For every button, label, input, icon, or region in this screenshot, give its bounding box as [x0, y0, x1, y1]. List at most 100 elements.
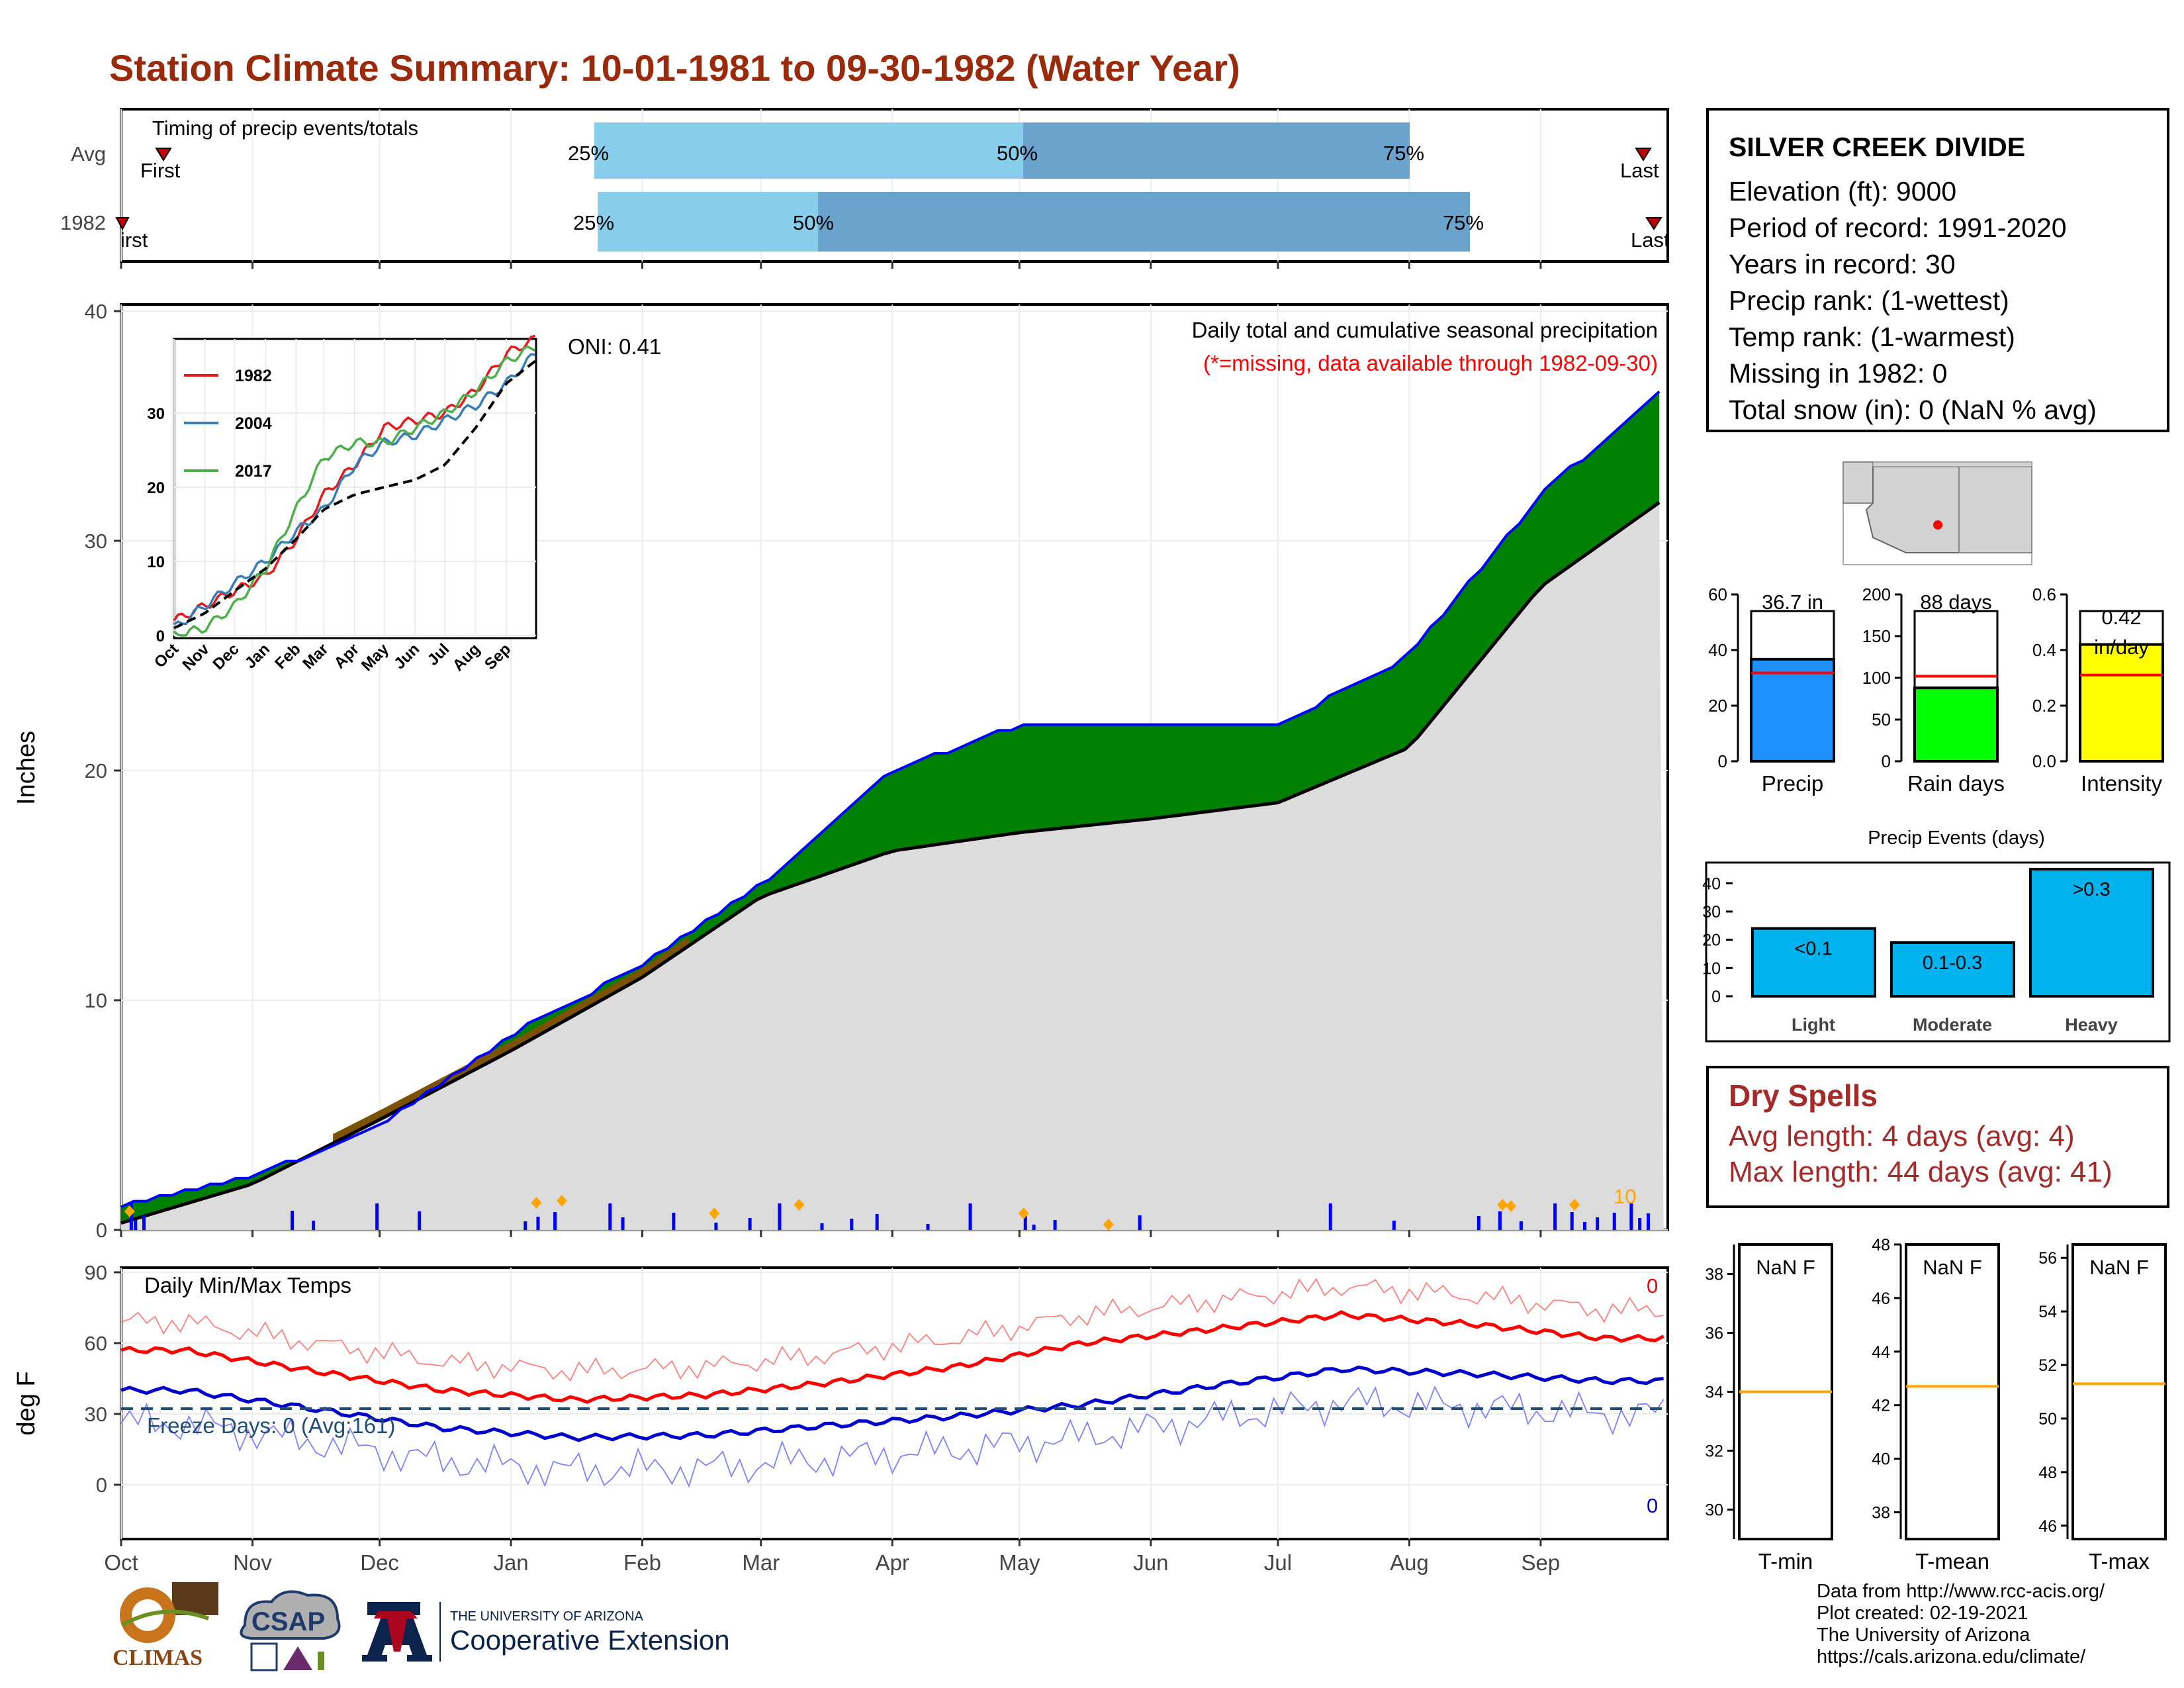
summary-ytick: 0.2	[2032, 696, 2056, 716]
month-tick: Jul	[1264, 1550, 1292, 1575]
summary-ytick: 150	[1862, 626, 1891, 646]
events-bar	[1890, 941, 2015, 998]
avg-max-line	[120, 1310, 1664, 1404]
temp-count-bottom: 0	[1647, 1494, 1658, 1517]
events-ytick: 10	[1702, 959, 1721, 978]
precip-ylabel: Inches	[13, 731, 40, 805]
temp-box-ytick: 48	[2038, 1464, 2057, 1482]
footer-line: Data from http://www.rcc-acis.org/	[1817, 1581, 2105, 1602]
yr-first-marker	[115, 217, 130, 231]
temperature-rank-boxes: 30 32 34 36 38 NaN F T-min 38 40 42 44 46 48 NaN F T-m…	[1705, 1236, 2167, 1573]
precip-ytick: 0	[96, 1219, 107, 1242]
daily-precip-bar	[1553, 1203, 1557, 1230]
yr-first-label: First	[108, 228, 148, 252]
temp-ylabel: deg F	[13, 1371, 40, 1435]
station-temp-rank: Temp rank: (1-warmest)	[1729, 322, 2015, 352]
temp-box-ytick: 40	[1872, 1450, 1890, 1469]
snow-marker	[1497, 1199, 1508, 1211]
avg-q25-label: 25%	[568, 142, 609, 165]
events-bar-label: Light	[1792, 1015, 1835, 1035]
daily-max-line	[120, 1278, 1664, 1382]
summary-value-label: 36.7 in	[1762, 590, 1823, 614]
freeze-days: Freeze Days: 0 (Avg:161)	[147, 1413, 395, 1438]
temp-box-value: NaN F	[1923, 1256, 1982, 1279]
events-title: Precip Events (days)	[1868, 827, 2045, 849]
daily-precip-bar	[1612, 1213, 1616, 1230]
temp-box-ytick: 46	[2038, 1517, 2057, 1536]
timing-panel: Timing of precip events/totals Avg 1982 …	[60, 108, 1669, 263]
daily-precip-bar	[418, 1211, 422, 1230]
summary-ytick: 0	[1882, 751, 1891, 771]
summary-ytick: 40	[1708, 640, 1727, 660]
inset-average-line	[173, 360, 536, 630]
daily-precip-bar	[672, 1213, 676, 1230]
daily-precip-bar	[1519, 1221, 1523, 1230]
events-ytick: 20	[1702, 931, 1721, 950]
avg-q75-label: 75%	[1383, 142, 1424, 165]
events-bar-text: >0.3	[2072, 879, 2110, 900]
summary-bar	[2079, 643, 2164, 763]
month-tick: Oct	[104, 1550, 138, 1575]
ua-cooperative-extension-logo: THE UNIVERSITY OF ARIZONA Cooperative Ex…	[362, 1602, 730, 1662]
footer-line: https://cals.arizona.edu/climate/	[1817, 1646, 2086, 1667]
summary-ytick: 0.6	[2032, 585, 2056, 604]
yr-last-marker	[1645, 217, 1662, 230]
summary-bar-label: Rain days	[1907, 771, 2005, 796]
daily-precip-bar	[553, 1212, 557, 1230]
daily-precip-bar	[1032, 1225, 1036, 1230]
station-elevation: Elevation (ft): 9000	[1729, 176, 1957, 207]
daily-precip-bar	[778, 1203, 782, 1230]
summary-ytick: 0.0	[2032, 751, 2056, 771]
daily-precip-bar	[523, 1221, 527, 1230]
temp-box-ytick: 46	[1872, 1289, 1890, 1308]
average-cumulative-line	[120, 501, 1661, 1225]
temp-ytick: 0	[96, 1474, 107, 1497]
temp-box-ytick: 56	[2038, 1249, 2057, 1268]
month-tick: Aug	[1390, 1550, 1429, 1575]
station-years: Years in record: 30	[1729, 249, 1956, 279]
daily-precip-bar	[1646, 1213, 1650, 1230]
daily-precip-bar	[714, 1223, 718, 1230]
temp-ytick: 60	[85, 1332, 107, 1355]
snow-marker	[531, 1197, 542, 1209]
inset-legend-label: 1982	[235, 367, 272, 385]
daily-precip-bar	[850, 1219, 854, 1230]
daily-precip-bar	[1477, 1216, 1480, 1230]
dry-spells-avg: Avg length: 4 days (avg: 4)	[1729, 1120, 2075, 1152]
station-snow: Total snow (in): 0 (NaN % avg)	[1729, 395, 2097, 425]
daily-precip-bar	[1582, 1222, 1586, 1230]
avg-last-label: Last	[1620, 159, 1659, 182]
inset-ytick: 20	[147, 479, 165, 497]
summary-ytick: 60	[1708, 585, 1727, 604]
precip-ytick: 10	[85, 989, 107, 1012]
station-missing: Missing in 1982: 0	[1729, 358, 1948, 389]
events-bar-text: <0.1	[1794, 939, 1832, 960]
summary-ytick: 50	[1872, 710, 1891, 729]
events-bar-label: Moderate	[1913, 1015, 1992, 1035]
avg-first-label: First	[140, 159, 181, 182]
events-bar	[2029, 868, 2154, 998]
daily-precip-bar	[1138, 1215, 1142, 1230]
events-bar-label: Heavy	[2065, 1015, 2118, 1035]
month-tick: May	[999, 1550, 1040, 1575]
daily-precip-bar	[968, 1203, 972, 1230]
avg-row-label: Avg	[71, 142, 106, 165]
month-tick: Jun	[1133, 1550, 1168, 1575]
daily-precip-bar	[621, 1217, 625, 1230]
csap-logo: CSAP	[240, 1590, 341, 1671]
climas-logo: CLIMAS	[113, 1582, 218, 1670]
summary-value-label: in/day	[2094, 635, 2149, 659]
summary-bar-charts: 0 20 40 60 36.7 in Precip 0 50 100 150 200 88 days R…	[1708, 585, 2164, 796]
inset-legend-label: 2004	[235, 414, 272, 433]
summary-value-label: 0.42	[2101, 606, 2141, 629]
daily-precip-bar	[291, 1211, 295, 1230]
daily-min-line	[120, 1385, 1664, 1488]
daily-precip-bar	[748, 1218, 752, 1230]
temp-box-ytick: 38	[1872, 1504, 1890, 1523]
inset-legend-label: 2017	[235, 462, 272, 481]
station-info-box: SILVER CREEK DIVIDE Elevation (ft): 9000…	[1706, 108, 2169, 432]
avg-q25-q50-bar	[594, 122, 1023, 179]
temp-box	[2071, 1243, 2167, 1540]
avg-first-marker	[155, 148, 172, 162]
